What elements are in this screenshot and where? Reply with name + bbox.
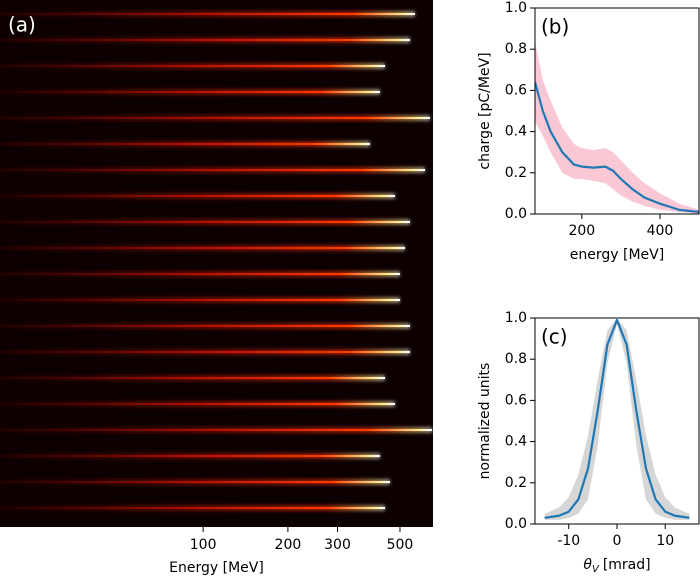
y-tick-label: 0.6 bbox=[505, 392, 527, 408]
x-tick-label: 500 bbox=[387, 537, 414, 553]
x-tick-label: 200 bbox=[275, 537, 302, 553]
x-tick-label: 0 bbox=[613, 533, 622, 549]
streak bbox=[0, 481, 390, 483]
streak bbox=[0, 325, 410, 327]
y-tick-label: 0.4 bbox=[505, 124, 527, 140]
panel-label: (a) bbox=[8, 13, 36, 37]
streak bbox=[0, 169, 425, 171]
streak bbox=[0, 247, 405, 249]
line bbox=[535, 81, 699, 214]
streak bbox=[0, 455, 380, 457]
y-axis-label: normalized units bbox=[477, 363, 493, 480]
y-tick-label: 0.4 bbox=[505, 434, 527, 450]
streak bbox=[0, 273, 400, 275]
x-tick-label: 300 bbox=[324, 537, 351, 553]
x-axis-symbol: θ bbox=[583, 557, 592, 573]
streak bbox=[0, 507, 385, 509]
x-axis-unit: [mrad] bbox=[603, 557, 651, 573]
x-tick-label: 200 bbox=[568, 223, 595, 239]
streak bbox=[0, 351, 410, 353]
x-tick-label: 100 bbox=[190, 537, 217, 553]
spectra-streaks bbox=[0, 11, 432, 511]
streak bbox=[0, 39, 410, 41]
streak bbox=[0, 299, 400, 301]
error-band bbox=[544, 318, 690, 520]
axes-frame bbox=[534, 317, 700, 525]
x-axis-label: θV [mrad] bbox=[583, 557, 650, 575]
axes-frame bbox=[534, 7, 700, 215]
streak bbox=[0, 429, 432, 431]
x-tick-label: 400 bbox=[647, 223, 674, 239]
streak bbox=[0, 195, 395, 197]
y-tick-label: 1.0 bbox=[505, 0, 527, 16]
x-axis-label: Energy [MeV] bbox=[169, 560, 264, 576]
y-tick-label: 1.0 bbox=[505, 310, 527, 326]
streak bbox=[0, 91, 380, 93]
y-tick-label: 0.0 bbox=[505, 516, 527, 532]
spectra-image bbox=[0, 0, 433, 527]
y-tick-label: 0.2 bbox=[505, 475, 527, 491]
streak bbox=[0, 117, 430, 119]
error-band bbox=[535, 40, 699, 214]
y-tick-label: 0.6 bbox=[505, 82, 527, 98]
panel-label: (c) bbox=[541, 325, 568, 349]
streak bbox=[0, 65, 385, 67]
x-axis-label: energy [MeV] bbox=[570, 247, 664, 263]
streak bbox=[0, 143, 370, 145]
streak bbox=[0, 221, 410, 223]
streak bbox=[0, 13, 415, 15]
y-tick-label: 0.2 bbox=[505, 165, 527, 181]
x-axis-subscript: V bbox=[592, 564, 600, 575]
streak bbox=[0, 377, 385, 379]
y-axis-label: charge [pC/MeV] bbox=[477, 52, 493, 169]
y-tick-label: 0.0 bbox=[505, 206, 527, 222]
line bbox=[544, 318, 690, 519]
panel-label: (b) bbox=[541, 15, 569, 39]
x-tick-label: 10 bbox=[656, 533, 674, 549]
streak bbox=[0, 403, 395, 405]
y-tick-label: 0.8 bbox=[505, 41, 527, 57]
x-tick-label: -10 bbox=[557, 533, 580, 549]
y-tick-label: 0.8 bbox=[505, 351, 527, 367]
